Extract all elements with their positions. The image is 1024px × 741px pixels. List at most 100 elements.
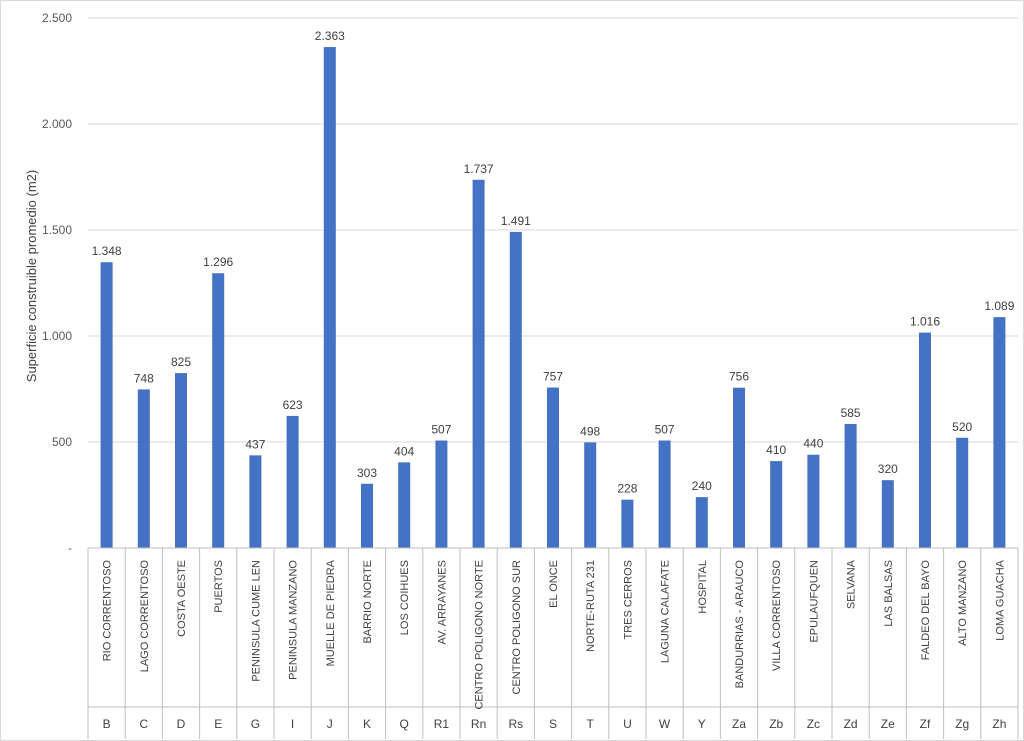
bar bbox=[137, 389, 150, 548]
bar bbox=[658, 440, 671, 548]
data-label: 498 bbox=[580, 424, 600, 438]
category-code: J bbox=[327, 717, 333, 731]
data-label: 437 bbox=[245, 437, 265, 451]
category-label: CENTRO POLIGONO NORTE bbox=[474, 560, 486, 710]
category-label: EPULAUFQUEN bbox=[808, 560, 820, 643]
category-label: BARRIO NORTE bbox=[362, 560, 374, 644]
y-tick-label: 1.000 bbox=[42, 329, 72, 343]
data-label: 520 bbox=[952, 420, 972, 434]
data-label: 507 bbox=[431, 423, 451, 437]
category-code: E bbox=[214, 717, 222, 731]
data-label: 404 bbox=[394, 444, 414, 458]
category-code: U bbox=[623, 717, 632, 731]
category-code: Za bbox=[732, 717, 746, 731]
category-label: NORTE-RUTA 231 bbox=[585, 560, 597, 652]
bar bbox=[435, 440, 448, 548]
bar bbox=[919, 332, 931, 548]
category-label: PENINSULA MANZANO bbox=[288, 560, 300, 680]
category-code: Rs bbox=[508, 717, 523, 731]
data-label: 410 bbox=[766, 443, 786, 457]
category-label: LAGUNA CALAFATE bbox=[660, 560, 672, 663]
category-label: PUERTOS bbox=[213, 560, 225, 613]
category-code: Zd bbox=[844, 717, 858, 731]
data-label: 1.016 bbox=[910, 315, 940, 329]
data-label: 623 bbox=[283, 398, 303, 412]
data-label: 1.348 bbox=[92, 244, 122, 258]
category-code: D bbox=[177, 717, 186, 731]
category-code: K bbox=[363, 717, 371, 731]
category-label: RIO CORRENTOSO bbox=[102, 560, 114, 662]
category-label: MUELLE DE PIEDRA bbox=[325, 559, 337, 666]
category-label: CENTRO POLIGONO SUR bbox=[511, 560, 523, 695]
category-label: COSTA OESTE bbox=[176, 560, 188, 637]
y-tick-label: 2.500 bbox=[42, 11, 72, 25]
data-label: 228 bbox=[617, 482, 637, 496]
bar bbox=[323, 47, 336, 548]
y-tick-label: 500 bbox=[52, 435, 72, 449]
category-code: S bbox=[549, 717, 557, 731]
category-label: VILLA CORRENTOSO bbox=[771, 560, 783, 671]
bar bbox=[509, 231, 522, 548]
data-label: 320 bbox=[878, 462, 898, 476]
category-label: EL ONCE bbox=[548, 560, 560, 608]
data-label: 825 bbox=[171, 355, 191, 369]
data-label: 756 bbox=[729, 370, 749, 384]
category-code: Zb bbox=[769, 717, 783, 731]
data-label: 240 bbox=[692, 479, 712, 493]
category-code: W bbox=[659, 717, 671, 731]
category-code: Zf bbox=[920, 717, 931, 731]
data-label: 757 bbox=[543, 370, 563, 384]
bar bbox=[472, 179, 485, 549]
category-label: FALDEO DEL BAYO bbox=[920, 560, 932, 661]
data-labels: 1.348 748 825 1.296 437 623 2.363 303 404 507 1.73… bbox=[92, 29, 1015, 496]
bar bbox=[695, 497, 708, 548]
bar bbox=[770, 461, 783, 548]
category-code: B bbox=[103, 717, 111, 731]
bar bbox=[844, 423, 857, 548]
bar bbox=[956, 437, 969, 548]
bar bbox=[807, 454, 820, 548]
axes: - 500 1.000 1.500 2.000 2.500 RIO CORRENTOSO B L… bbox=[42, 11, 1019, 739]
category-code: Zc bbox=[807, 717, 820, 731]
category-code: T bbox=[587, 717, 595, 731]
data-label: 748 bbox=[134, 371, 154, 385]
y-axis-title: Superficie construible promedio (m2) bbox=[24, 170, 39, 382]
data-label: 1.089 bbox=[984, 299, 1014, 313]
bar bbox=[249, 455, 262, 548]
bar bbox=[212, 273, 225, 548]
category-label: LOMA GUACHA bbox=[994, 559, 1006, 640]
category-label: SELVANA bbox=[846, 559, 858, 609]
y-tick-label: - bbox=[68, 541, 72, 555]
bar bbox=[881, 480, 894, 548]
y-tick-label: 2.000 bbox=[42, 117, 72, 131]
data-label: 585 bbox=[841, 406, 861, 420]
category-label: ALTO MANZANO bbox=[957, 560, 969, 646]
bar bbox=[993, 317, 1006, 548]
data-label: 1.737 bbox=[464, 162, 494, 176]
bar bbox=[547, 387, 559, 548]
category-code: Zh bbox=[992, 717, 1006, 731]
data-label: 303 bbox=[357, 466, 377, 480]
gridlines bbox=[88, 17, 1018, 443]
bar bbox=[398, 462, 411, 548]
category-code: Y bbox=[698, 717, 706, 731]
bar bbox=[361, 483, 373, 548]
data-label: 440 bbox=[803, 437, 823, 451]
bar bbox=[733, 387, 745, 548]
category-code: Q bbox=[400, 717, 409, 731]
y-tick-label: 1.500 bbox=[42, 223, 72, 237]
category-code: Zg bbox=[955, 717, 969, 731]
category-label: AV. ARRAYANES bbox=[436, 560, 448, 645]
category-code: Rn bbox=[471, 717, 486, 731]
category-label: BANDURRIAS - ARAUCO bbox=[734, 560, 746, 689]
category-code: C bbox=[139, 717, 148, 731]
bar bbox=[584, 442, 597, 548]
category-label: LOS COIHUES bbox=[399, 560, 411, 635]
category-code: I bbox=[291, 717, 294, 731]
category-label: LAGO CORRENTOSO bbox=[139, 560, 151, 673]
category-label: HOSPITAL bbox=[697, 560, 709, 614]
bar bbox=[621, 499, 634, 548]
bars bbox=[100, 47, 1006, 549]
